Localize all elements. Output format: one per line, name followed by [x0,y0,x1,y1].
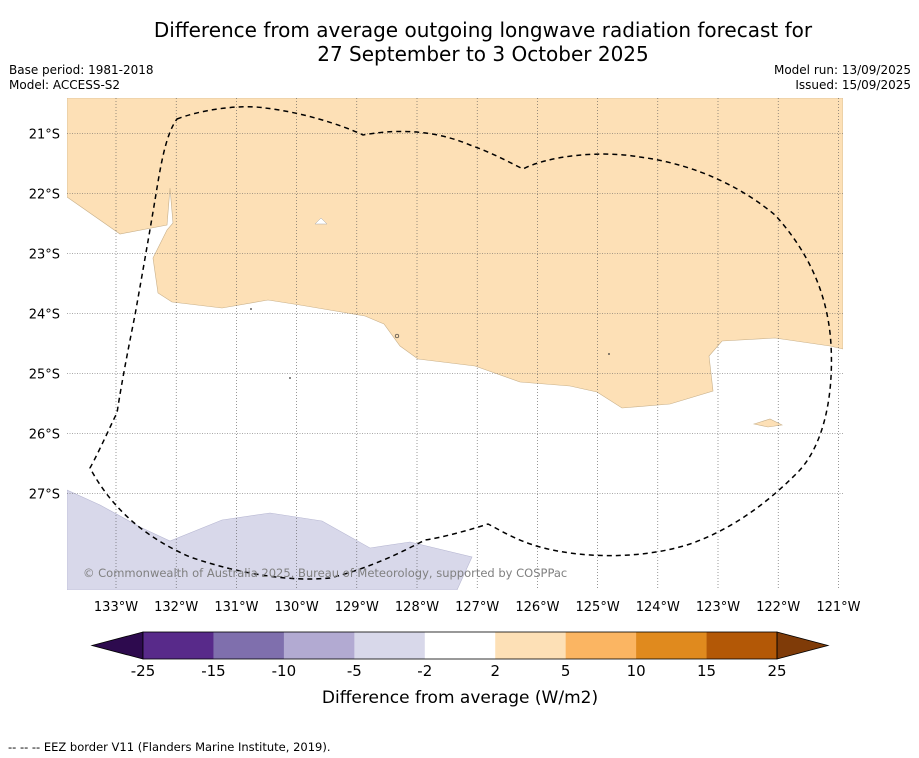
eez-border [89,105,833,580]
small-blob-2 [752,418,783,428]
lon-tick-label: 122°W [756,600,800,615]
lat-tick-label: 25°S [29,368,60,383]
island-dot-1 [394,333,400,339]
base-period: Base period: 1981-2018 [9,63,154,77]
title-line-1: Difference from average outgoing longwav… [153,18,813,42]
colorbar-segment [424,632,496,659]
lon-tick-label: 121°W [816,600,860,615]
copyright-text: © Commonwealth of Australia 2025, Bureau… [83,566,567,580]
lon-tick-label: 126°W [515,600,559,615]
issued-date: Issued: 15/09/2025 [795,78,911,92]
colorbar-tick-label: 2 [490,662,500,680]
map-frame: © Commonwealth of Australia 2025, Bureau… [67,98,843,590]
colorbar-extend-high [776,631,830,660]
lon-tick-label: 133°W [94,600,138,615]
colorbar-segment [354,632,426,659]
island-dot-3 [289,377,291,379]
positive-anomaly-region [67,98,843,409]
lat-tick-label: 27°S [29,488,60,503]
colorbar-label: Difference from average (W/m2) [322,688,598,708]
colorbar-segment [213,632,285,659]
colorbar-segment [636,632,707,659]
metadata-right: Model run: 13/09/2025 Issued: 15/09/2025 [774,63,911,93]
lon-tick-label: 130°W [275,600,319,615]
lat-tick-label: 21°S [29,128,60,143]
model-run: Model run: 13/09/2025 [773,63,911,77]
colorbar-tick-label: 5 [561,662,571,680]
longitude-labels: 133°W 132°W 131°W 130°W 129°W 128°W 127°W 126°W… [94,600,861,615]
lon-tick-label: 128°W [395,600,439,615]
lon-tick-label: 123°W [696,600,740,615]
chart-title: Difference from average outgoing longwav… [0,18,919,66]
colorbar-tick-label: -10 [272,662,297,680]
gridlines [67,98,843,590]
lon-tick-label: 132°W [154,600,198,615]
lon-tick-label: 129°W [335,600,379,615]
colorbar-tick-label: -25 [131,662,156,680]
lat-tick-label: 24°S [29,308,60,323]
lat-tick-label: 22°S [29,188,60,203]
colorbar-segment [495,632,566,659]
colorbar-tick-label: -2 [417,662,432,680]
colorbar-tick-label: 25 [767,662,786,680]
island-dot-2 [608,353,610,355]
lat-tick-label: 26°S [29,428,60,443]
colorbar-tick-label: 15 [697,662,716,680]
island-dot-4 [250,308,252,310]
colorbar-outline [142,631,778,660]
small-blob-1 [314,217,328,225]
colorbar-extend-low [90,631,144,660]
lat-tick-label: 23°S [29,248,60,263]
colorbar-segment [283,632,355,659]
lon-tick-label: 127°W [455,600,499,615]
latitude-labels: 21°S 22°S 23°S 24°S 25°S 26°S 27°S [29,128,60,503]
colorbar-tick-label: 10 [627,662,646,680]
metadata-left: Base period: 1981-2018 Model: ACCESS-S2 [9,63,154,93]
colorbar-segment [143,632,214,659]
eez-footnote: -- -- -- EEZ border V11 (Flanders Marine… [8,740,331,754]
title-line-2: 27 September to 3 October 2025 [317,42,649,66]
model-name: Model: ACCESS-S2 [9,78,121,92]
lon-tick-label: 124°W [636,600,680,615]
lon-tick-label: 131°W [214,600,258,615]
colorbar: -25 -15 -10 -5 -2 2 5 10 15 25 [90,631,830,680]
colorbar-tick-label: -15 [201,662,226,680]
colorbar-segment [706,632,778,659]
lon-tick-label: 125°W [576,600,620,615]
colorbar-segment [565,632,637,659]
colorbar-tick-label: -5 [347,662,362,680]
